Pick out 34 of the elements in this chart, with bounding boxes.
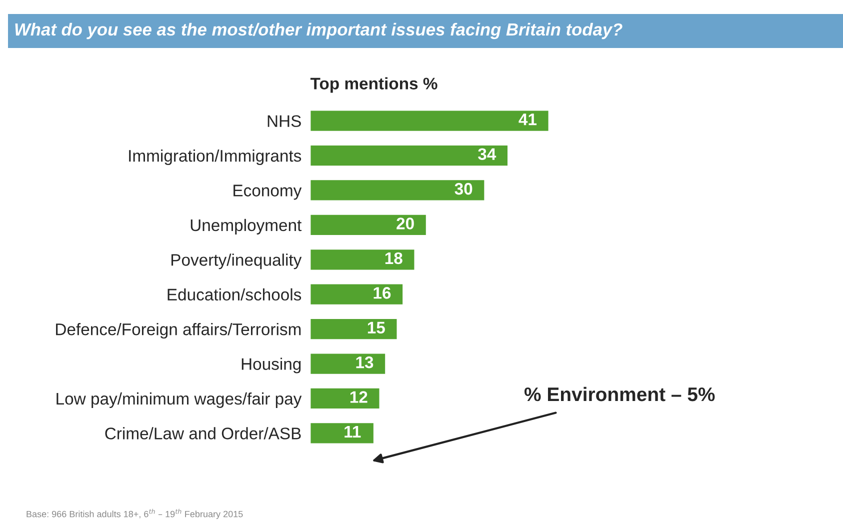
data-label: 12 [350, 391, 368, 403]
annotation: % Environment – 5% [524, 386, 715, 402]
bar [310, 422, 375, 445]
bar [310, 318, 398, 341]
y-tick-label: Immigration/Immigrants [129, 149, 302, 166]
data-label: 13 [356, 356, 374, 368]
data-label: 16 [374, 287, 391, 299]
bar [310, 352, 386, 376]
data-label: 41 [518, 114, 537, 126]
data-label: 30 [454, 182, 472, 195]
bar [310, 248, 416, 272]
y-tick-label: Defence/Foreign affairs/Terrorism [56, 323, 301, 339]
y-tick-label: Education/schools [168, 288, 302, 301]
data-label: 15 [368, 322, 385, 334]
data-label: 34 [478, 148, 496, 160]
bar [310, 109, 550, 132]
data-label: 20 [396, 218, 414, 230]
bar [310, 144, 509, 167]
y-tick-label: Unemployment [190, 218, 302, 234]
y-tick-label: Crime/Law and Order/ASB [105, 427, 301, 440]
chart-title: What do you see as the most/other important issues facing Britain today? [15, 22, 622, 40]
data-label: 18 [385, 252, 402, 264]
bar [310, 213, 428, 236]
bar [310, 387, 381, 410]
bar [310, 178, 486, 202]
y-tick-label: Economy [234, 184, 302, 200]
y-tick-label: Housing [242, 358, 301, 374]
y-tick-label: Low pay/minimum wages/fair pay [56, 392, 302, 408]
y-tick-label: Poverty/inequality [171, 254, 302, 270]
chart-subtitle: Top mentions % [310, 77, 438, 93]
text: Base: 966 British adults 18+, 6$^{th}$ – 19$^{th}$ February 2015 [26, 508, 243, 520]
bar [310, 282, 404, 306]
y-tick-label: NHS [268, 115, 301, 128]
data-label: 11 [344, 426, 361, 438]
